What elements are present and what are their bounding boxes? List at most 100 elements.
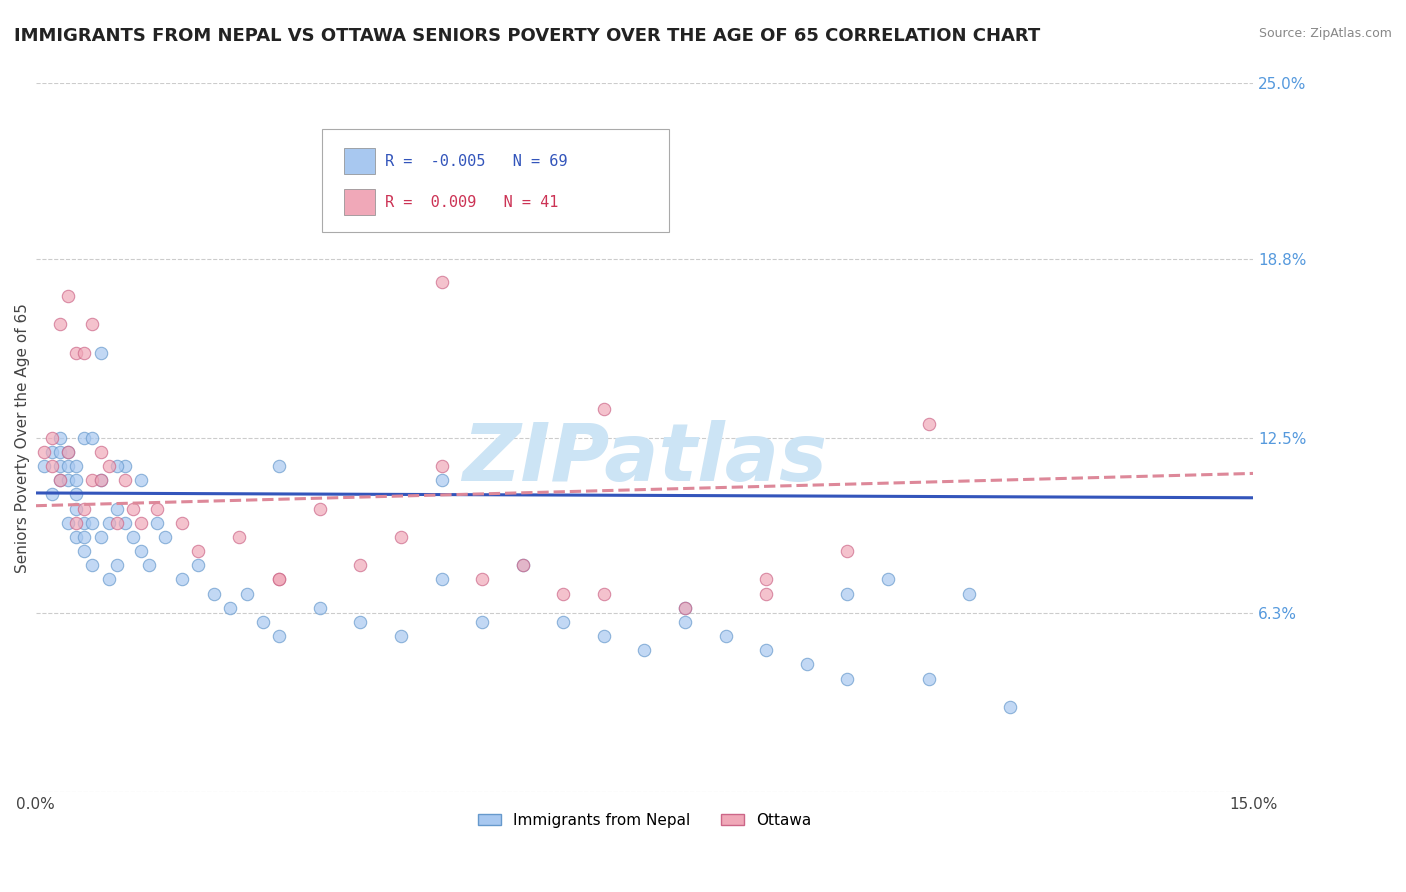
Point [252, 615, 274, 629]
Point [89, 473, 111, 487]
Point [89, 445, 111, 459]
Point [430, 275, 453, 289]
Point [73, 345, 96, 359]
Point [105, 501, 128, 516]
Point [837, 672, 859, 686]
Point [32, 445, 55, 459]
Point [114, 516, 136, 530]
Point [349, 615, 371, 629]
Point [56, 445, 79, 459]
Point [105, 516, 128, 530]
Point [837, 586, 859, 600]
Point [146, 501, 169, 516]
Point [56, 473, 79, 487]
Point [73, 544, 96, 558]
Point [471, 573, 494, 587]
Text: ZIPatlas: ZIPatlas [463, 420, 827, 498]
Point [430, 573, 453, 587]
Point [755, 586, 778, 600]
Point [82, 318, 104, 332]
FancyBboxPatch shape [322, 129, 669, 232]
Text: R =  0.009   N = 41: R = 0.009 N = 41 [385, 195, 558, 210]
Point [269, 629, 291, 643]
Point [122, 530, 145, 544]
Point [129, 516, 152, 530]
Point [917, 417, 939, 431]
Point [114, 473, 136, 487]
Point [65, 501, 87, 516]
Point [89, 473, 111, 487]
Point [82, 516, 104, 530]
Point [269, 573, 291, 587]
Point [187, 544, 209, 558]
Point [796, 657, 818, 672]
Point [49, 458, 72, 473]
Point [219, 600, 242, 615]
Point [170, 516, 193, 530]
Point [228, 530, 250, 544]
Point [49, 473, 72, 487]
Point [146, 516, 169, 530]
Point [56, 445, 79, 459]
Point [97, 573, 120, 587]
Point [593, 176, 616, 190]
Point [170, 573, 193, 587]
Text: IMMIGRANTS FROM NEPAL VS OTTAWA SENIORS POVERTY OVER THE AGE OF 65 CORRELATION C: IMMIGRANTS FROM NEPAL VS OTTAWA SENIORS … [14, 27, 1040, 45]
Point [471, 615, 494, 629]
Point [755, 643, 778, 657]
Point [114, 458, 136, 473]
Point [138, 558, 160, 573]
Point [73, 530, 96, 544]
Point [65, 516, 87, 530]
Point [957, 586, 980, 600]
Point [308, 501, 330, 516]
Text: Source: ZipAtlas.com: Source: ZipAtlas.com [1258, 27, 1392, 40]
Point [65, 458, 87, 473]
Point [41, 431, 63, 445]
Point [49, 318, 72, 332]
Point [877, 573, 900, 587]
Point [97, 458, 120, 473]
Point [673, 600, 696, 615]
Point [122, 501, 145, 516]
Point [73, 431, 96, 445]
Point [65, 345, 87, 359]
Point [56, 289, 79, 303]
Point [129, 544, 152, 558]
Point [553, 615, 575, 629]
Point [97, 516, 120, 530]
Point [65, 487, 87, 501]
Point [389, 629, 412, 643]
Point [49, 473, 72, 487]
Point [633, 643, 655, 657]
Point [89, 345, 111, 359]
Point [82, 431, 104, 445]
Point [49, 431, 72, 445]
Point [105, 558, 128, 573]
Point [593, 402, 616, 417]
Point [49, 445, 72, 459]
Point [82, 473, 104, 487]
FancyBboxPatch shape [343, 148, 375, 174]
Point [308, 600, 330, 615]
Y-axis label: Seniors Poverty Over the Age of 65: Seniors Poverty Over the Age of 65 [15, 302, 30, 573]
Point [269, 573, 291, 587]
Point [32, 458, 55, 473]
Point [269, 458, 291, 473]
Point [553, 586, 575, 600]
Point [41, 445, 63, 459]
Point [593, 586, 616, 600]
Text: R =  -0.005   N = 69: R = -0.005 N = 69 [385, 154, 568, 169]
Point [82, 558, 104, 573]
Point [755, 573, 778, 587]
Point [73, 516, 96, 530]
Point [349, 558, 371, 573]
Point [593, 629, 616, 643]
Point [65, 473, 87, 487]
Point [673, 600, 696, 615]
Point [512, 558, 534, 573]
Point [73, 501, 96, 516]
Point [917, 672, 939, 686]
Point [65, 530, 87, 544]
Point [202, 586, 225, 600]
